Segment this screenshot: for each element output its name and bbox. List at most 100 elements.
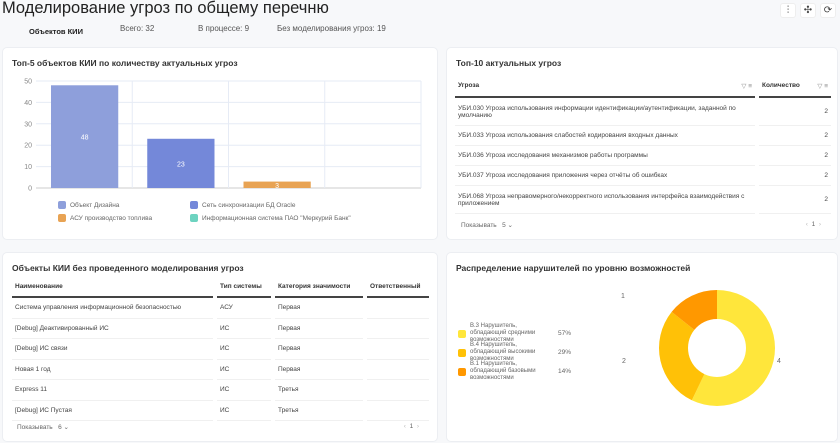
page-size-select[interactable]: Показывать 6 ⌄ (17, 424, 69, 431)
table-cell: Система управления информационной безопа… (12, 298, 213, 319)
table-cell: АСУ (217, 298, 271, 319)
legend-item[interactable]: Информационная система ПАО "Меркурий Бан… (190, 214, 351, 222)
col-count[interactable]: Количество ▽ ≡ (759, 76, 831, 98)
legend-item[interactable]: Объект Дизайна (58, 201, 119, 209)
top5-card: Топ-5 объектов КИИ по количеству актуаль… (2, 47, 438, 240)
table-cell: ИС (217, 319, 271, 339)
legend-item[interactable]: АСУ производство топлива (58, 214, 152, 222)
table-row[interactable]: УБИ.036 Угроза исследования механизмов р… (455, 146, 831, 166)
table-cell: Первая (275, 298, 363, 319)
legend-percent: 57% (558, 330, 572, 337)
legend-item[interactable]: Сеть синхронизации БД Oracle (190, 201, 295, 209)
table-cell: УБИ.030 Угроза использования информации … (455, 98, 755, 126)
legend-swatch (58, 201, 66, 209)
table-cell (367, 380, 429, 401)
legend-label: В.3 Нарушитель, обладающий средними возм… (470, 323, 536, 343)
donut-slice[interactable] (691, 290, 775, 406)
table-cell: Новая 1 год (12, 360, 213, 380)
legend-item[interactable]: В.3 Нарушитель, обладающий средними возм… (458, 323, 578, 344)
table-cell: 2 (759, 166, 831, 186)
donut-slice[interactable] (659, 311, 705, 401)
table-cell: 2 (759, 98, 831, 126)
col-threat[interactable]: Угроза ▽ ≡ (455, 76, 755, 98)
table-row[interactable]: УБИ.068 Угроза неправомерного/некорректн… (455, 186, 831, 214)
bar-data-label: 48 (81, 135, 89, 142)
table-row[interactable]: Express 11 ИС Третья (12, 380, 429, 401)
table-cell: ИС (217, 339, 271, 360)
refresh-icon[interactable]: ⟳ (820, 3, 836, 18)
y-tick-label: 10 (24, 164, 32, 171)
table-cell: Третья (275, 380, 363, 401)
table-cell: УБИ.068 Угроза неправомерного/некорректн… (455, 186, 755, 214)
table-cell (367, 339, 429, 360)
table-cell: Первая (275, 339, 363, 360)
slice-value-label: 4 (777, 358, 781, 365)
top10-card: Топ-10 актуальных угроз Угроза ▽ ≡ Количе… (446, 47, 838, 240)
table-cell (367, 319, 429, 339)
legend-percent: 14% (558, 368, 572, 375)
slice-value-label: 1 (621, 293, 625, 300)
y-tick-label: 30 (24, 121, 32, 128)
y-tick-label: 40 (24, 100, 32, 107)
legend-swatch (458, 348, 466, 357)
bar-data-label: 23 (177, 161, 185, 168)
filter-sort-icon: ▽ ≡ (741, 83, 752, 90)
page-title: Моделирование угроз по общему перечню (2, 0, 329, 17)
move-icon[interactable]: ✣ (800, 3, 816, 18)
legend-label: АСУ производство топлива (70, 214, 153, 222)
bar-data-label: 3 (275, 183, 279, 190)
table-cell: УБИ.037 Угроза исследования приложения ч… (455, 166, 755, 186)
donut-chart: 4 2 1 (621, 290, 781, 406)
legend-item[interactable]: В.4 Нарушитель, обладающий высокими возм… (458, 342, 578, 363)
donut-slice[interactable] (671, 290, 717, 330)
table-row[interactable]: Новая 1 год ИС Первая (12, 360, 429, 380)
table-cell: [Debug] Деактивированный ИС (12, 319, 213, 339)
card-title: Распределение нарушителей по уровню возм… (456, 263, 691, 273)
table-row[interactable]: [Debug] ИС Пустая ИС Третья (12, 401, 429, 421)
table-cell: Express 11 (12, 380, 213, 401)
table-row[interactable]: УБИ.033 Угроза использования слабостей к… (455, 126, 831, 146)
col-name[interactable]: Наименование (12, 277, 213, 298)
y-tick-label: 0 (28, 186, 32, 193)
stat-without: Без моделирования угроз: 19 (277, 24, 386, 33)
legend-swatch (58, 214, 66, 222)
settings-sliders-icon[interactable]: ⫶ (780, 3, 796, 18)
stat-total: Всего: 32 (120, 24, 155, 33)
bar[interactable] (51, 85, 119, 188)
pagination[interactable]: ‹ 1 › (805, 221, 821, 228)
legend-label: В.4 Нарушитель, обладающий высокими возм… (470, 342, 536, 362)
slice-value-label: 2 (622, 358, 626, 365)
legend-label: В.1 Нарушитель, обладающий базовыми возм… (470, 361, 536, 381)
legend-percent: 29% (558, 349, 572, 356)
table-cell: [Debug] ИС связи (12, 339, 213, 360)
bar[interactable] (243, 181, 311, 188)
table-cell (367, 298, 429, 319)
bar[interactable] (147, 138, 215, 188)
table-cell (367, 360, 429, 380)
filter-sort-icon: ▽ ≡ (817, 83, 828, 90)
table-cell: УБИ.036 Угроза исследования механизмов р… (455, 146, 755, 166)
table-row[interactable]: УБИ.037 Угроза исследования приложения ч… (455, 166, 831, 186)
legend-item[interactable]: В.1 Нарушитель, обладающий базовыми возм… (458, 361, 578, 382)
table-row[interactable]: Система управления информационной безопа… (12, 298, 429, 319)
table-cell: 2 (759, 186, 831, 214)
stat-in-progress: В процессе: 9 (198, 24, 250, 33)
legend-swatch (458, 367, 466, 376)
table-cell: ИС (217, 401, 271, 421)
y-tick-label: 50 (24, 79, 32, 86)
page-size-select[interactable]: Показывать 5 ⌄ (461, 222, 513, 229)
pagination[interactable]: ‹ 1 › (403, 423, 419, 430)
table-cell: [Debug] ИС Пустая (12, 401, 213, 421)
table-row[interactable]: [Debug] ИС связи ИС Первая (12, 339, 429, 360)
objects-card: Объекты КИИ без проведенного моделирован… (2, 252, 438, 442)
card-title: Топ-10 актуальных угроз (456, 58, 562, 68)
table-cell (367, 401, 429, 421)
y-tick-label: 20 (24, 143, 32, 150)
table-row[interactable]: УБИ.030 Угроза использования информации … (455, 98, 831, 126)
col-type[interactable]: Тип системы (217, 277, 271, 298)
col-category[interactable]: Категория значимости (275, 277, 363, 298)
table-row[interactable]: [Debug] Деактивированный ИС ИС Первая (12, 319, 429, 339)
col-responsible[interactable]: Ответственный (367, 277, 429, 298)
top10-table: Угроза ▽ ≡ Количество ▽ ≡ УБИ.030 Угроза и… (451, 76, 835, 214)
table-cell: Первая (275, 319, 363, 339)
